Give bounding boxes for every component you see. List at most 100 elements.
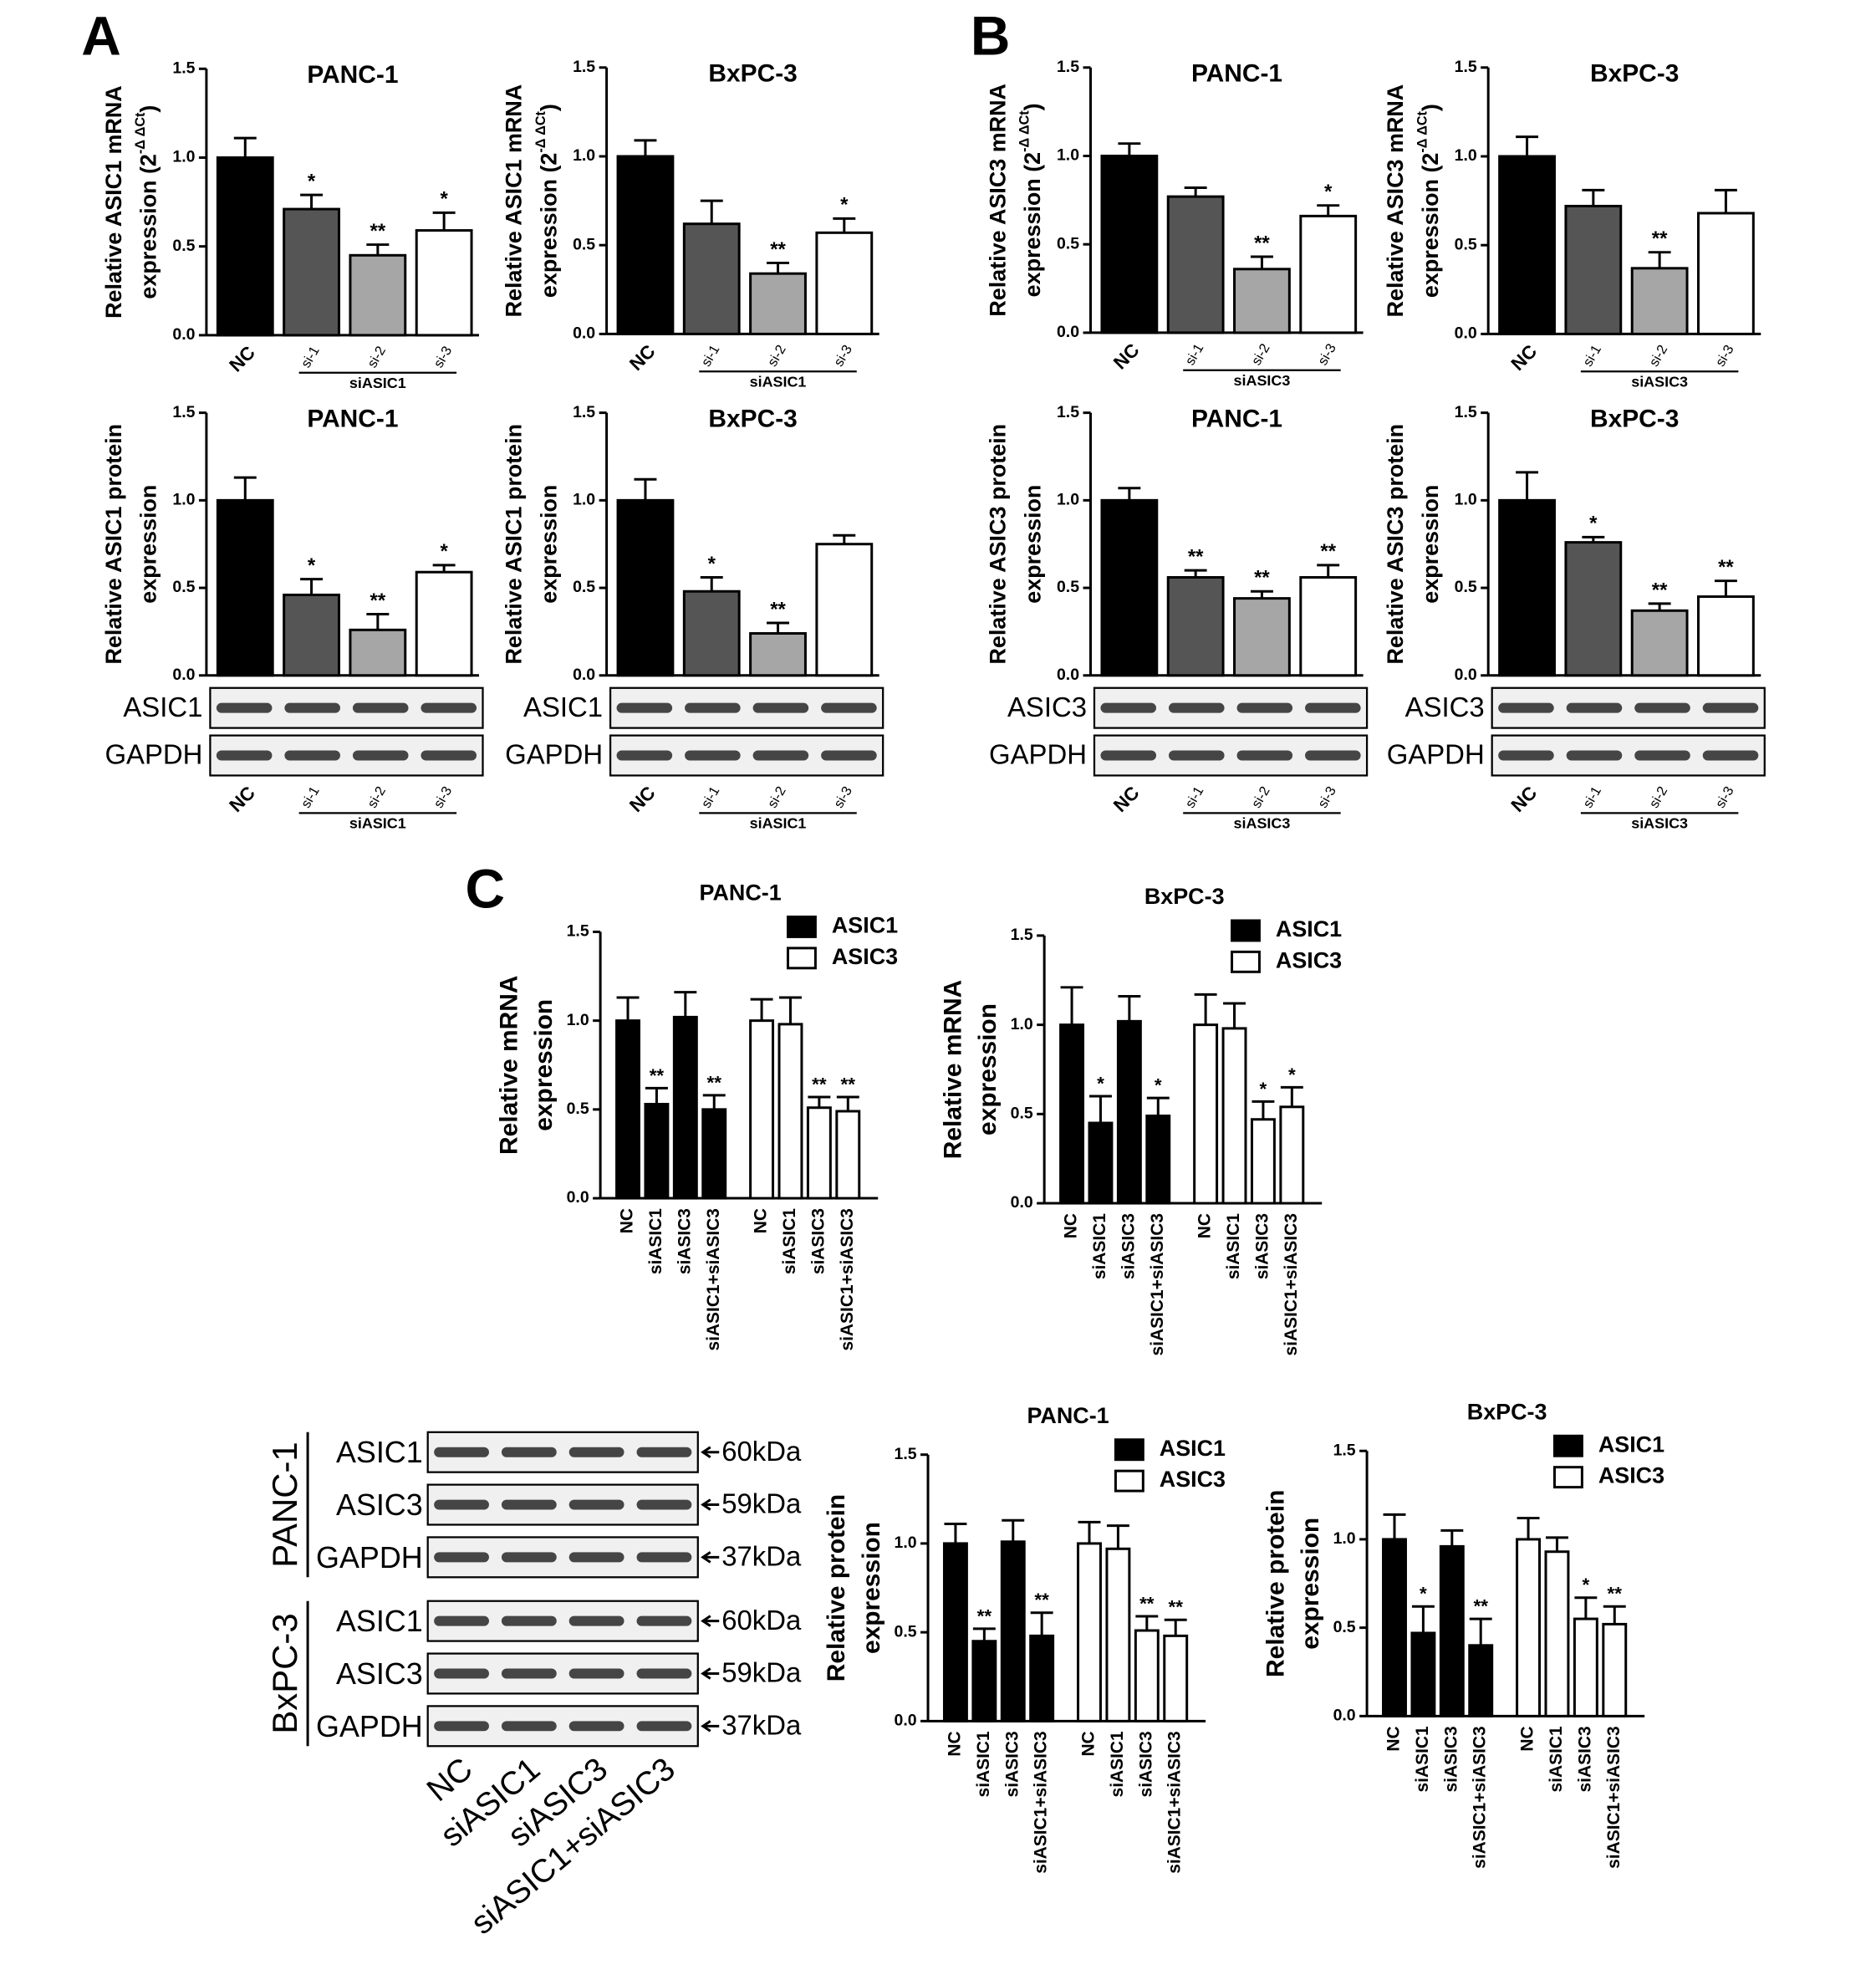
x-tick-label: si-2 (765, 784, 789, 811)
x-tick-label: si-3 (431, 344, 455, 370)
y-tick-label: 0.5 (1057, 578, 1079, 596)
blot-band (216, 750, 273, 761)
x-tick-label: NC (1109, 782, 1144, 816)
x-tick-label: si-3 (1315, 784, 1339, 811)
y-tick-label: 0.0 (1455, 324, 1477, 343)
blot-band (434, 1447, 489, 1457)
significance-label: ** (370, 220, 386, 242)
blot-label: ASIC3 (1405, 692, 1485, 722)
y-tick-label: 0.5 (1057, 234, 1079, 253)
x-tick-label: siASIC3 (1119, 1213, 1138, 1279)
blot-label: ASIC1 (523, 692, 603, 722)
blot-band (568, 1499, 624, 1510)
bar (644, 1102, 670, 1200)
bar (942, 1542, 968, 1722)
legend-label: ASIC3 (1598, 1463, 1664, 1488)
blot-band (421, 750, 477, 761)
blot-band (284, 702, 340, 713)
x-tick-label: siASIC1 (1413, 1726, 1432, 1792)
x-tick-label: NC (1507, 340, 1542, 375)
x-tick-label: siASIC1 (1224, 1213, 1243, 1279)
y-tick-label: 0.5 (1455, 578, 1477, 596)
blot-size: 59kDa (721, 1657, 802, 1688)
blot-band (1168, 702, 1225, 713)
y-tick-label: 0.0 (1057, 666, 1079, 684)
blot-size: 60kDa (721, 1436, 802, 1467)
bar (1100, 154, 1159, 334)
blot-band (284, 750, 340, 761)
x-tick-label: NC (625, 782, 660, 816)
chart-title: PANC-1 (307, 61, 398, 89)
significance-label: * (708, 553, 716, 575)
x-tick-label: siASIC3 (1252, 1213, 1272, 1279)
x-tick-label: si-2 (1249, 341, 1273, 368)
x-tick-label: siASIC1+siASIC3 (1282, 1213, 1301, 1355)
bar (1299, 214, 1358, 334)
significance-label: * (308, 554, 316, 577)
x-tick-label: NC (225, 342, 259, 376)
y-tick-label: 0.0 (1333, 1706, 1356, 1724)
group-label: siASIC3 (1631, 373, 1688, 390)
error-bar (1118, 994, 1141, 1022)
blot-band (636, 1721, 692, 1732)
significance-label: ** (977, 1605, 992, 1626)
bar (1697, 212, 1755, 335)
y-tick-label: 1.5 (567, 922, 589, 941)
significance-label: ** (1608, 1584, 1623, 1605)
significance-label: ** (770, 598, 786, 620)
blot-arrow (701, 1720, 720, 1733)
x-tick-label: NC (945, 1731, 964, 1756)
bar (216, 156, 274, 337)
y-axis-label-part: expression (2 (1020, 152, 1045, 297)
x-tick-label: NC (1518, 1726, 1537, 1751)
blot-band (752, 750, 809, 761)
chart-title: PANC-1 (307, 406, 398, 433)
y-tick-label: 1.0 (1455, 146, 1477, 165)
blot-band (568, 1721, 624, 1732)
error-bar (432, 564, 456, 573)
legend-label: ASIC1 (832, 913, 898, 938)
x-tick-label: siASIC1+siASIC3 (1604, 1726, 1624, 1869)
blot-band (1634, 702, 1690, 713)
y-axis-label-part: expression (2 (136, 154, 161, 299)
x-tick-label: si-1 (1580, 343, 1604, 370)
significance-label: * (1589, 513, 1598, 535)
y-tick-label: 1.0 (1455, 490, 1477, 508)
x-tick-label: si-2 (364, 784, 389, 811)
y-axis-label: Relative mRNA (495, 976, 523, 1155)
blot-arrow (701, 1498, 720, 1511)
error-bar (1118, 487, 1141, 501)
error-bar (700, 199, 723, 224)
significance-label: ** (707, 1072, 722, 1093)
error-bar (972, 1627, 996, 1641)
error-bar (1516, 471, 1539, 501)
error-bar (1252, 1100, 1275, 1120)
blot-band (434, 1668, 489, 1679)
blot-label: ASIC1 (123, 692, 202, 722)
y-axis-label-sup: -Δ ΔCt (1415, 110, 1430, 152)
panel-label: C (466, 857, 506, 919)
significance-label: ** (1718, 556, 1734, 579)
blot-band (216, 702, 273, 713)
significance-label: * (1260, 1079, 1267, 1100)
y-tick-label: 0.5 (573, 235, 595, 253)
panel-label: B (971, 4, 1011, 66)
blot-arrow (701, 1667, 720, 1680)
significance-label: * (840, 194, 849, 217)
group-label: siASIC3 (1631, 815, 1688, 832)
blot-band (685, 750, 741, 761)
bar (806, 1106, 832, 1200)
y-tick-label: 0.0 (172, 666, 195, 684)
blot-band (421, 702, 477, 713)
error-bar (1164, 1618, 1187, 1636)
y-axis-label: expression (2-Δ ΔCt) (533, 104, 561, 298)
y-tick-label: 1.0 (895, 1534, 917, 1552)
significance-label: ** (841, 1074, 856, 1095)
significance-label: ** (370, 589, 386, 612)
significance-label: * (1097, 1073, 1104, 1094)
error-bar (1411, 1605, 1435, 1633)
bar (1630, 267, 1689, 335)
legend-label: ASIC3 (1276, 947, 1342, 972)
bar (1088, 1121, 1114, 1205)
x-tick-label: NC (1062, 1213, 1081, 1238)
